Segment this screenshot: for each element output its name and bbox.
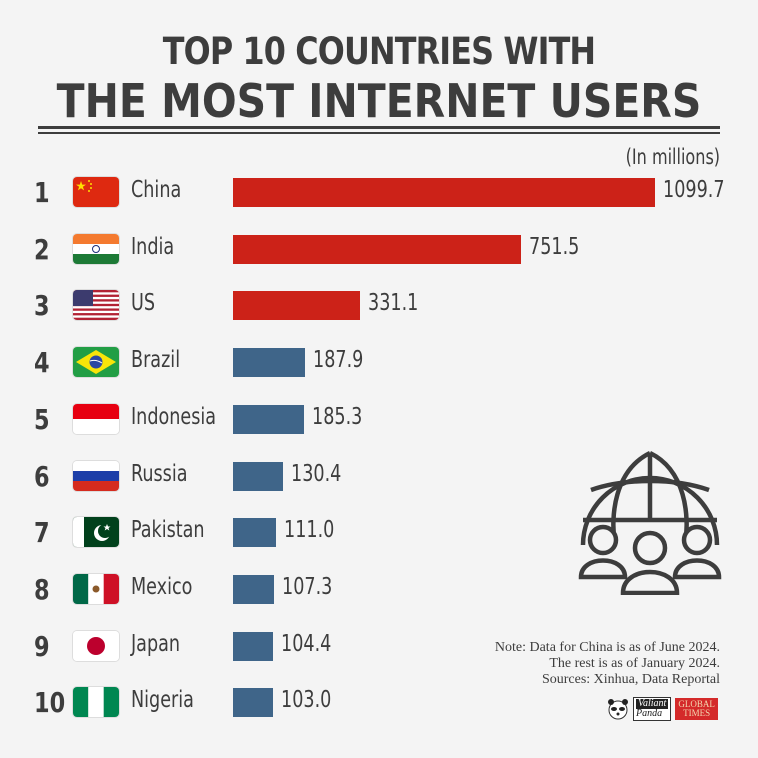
country-name: Brazil xyxy=(131,347,181,374)
panda-icon xyxy=(608,699,628,720)
value-bar xyxy=(233,404,304,434)
table-row: 6 Russia 130.4 xyxy=(0,456,758,496)
note-line-2: The rest is as of January 2024. xyxy=(549,656,720,671)
country-name: Mexico xyxy=(131,573,193,600)
country-name: Nigeria xyxy=(131,687,194,714)
logo2-bottom: TIMES xyxy=(683,708,711,718)
russia-flag-icon xyxy=(73,460,119,491)
value-label: 103.0 xyxy=(281,687,332,714)
value-label: 130.4 xyxy=(291,460,342,487)
rank-number: 8 xyxy=(34,572,50,606)
title-rule-top xyxy=(38,126,720,129)
value-bar xyxy=(233,688,273,718)
units-label: (In millions) xyxy=(625,145,720,169)
logo1-bottom: Panda xyxy=(636,708,663,719)
india-flag-icon xyxy=(73,233,119,264)
value-bar xyxy=(233,631,273,661)
country-name: Pakistan xyxy=(131,517,205,544)
nigeria-flag-icon xyxy=(73,687,119,718)
table-row: 5 Indonesia 185.3 xyxy=(0,399,758,439)
country-name: Indonesia xyxy=(131,403,217,430)
value-label: 331.1 xyxy=(368,290,419,317)
footnote: Note: Data for China is as of June 2024.… xyxy=(495,640,720,688)
rank-number: 9 xyxy=(34,629,50,663)
country-name: US xyxy=(131,290,156,317)
note-line-1: Note: Data for China is as of June 2024. xyxy=(494,640,720,655)
logo2-top: GLOBAL xyxy=(678,699,715,709)
title-line-1: TOP 10 COUNTRIES WITH xyxy=(162,30,596,73)
value-label: 751.5 xyxy=(529,233,580,260)
rank-number: 2 xyxy=(34,232,50,266)
value-bar xyxy=(233,518,276,548)
rank-number: 1 xyxy=(34,176,50,209)
valiant-panda-logo: Valiant Panda xyxy=(633,697,672,721)
value-label: 111.0 xyxy=(284,517,335,544)
rank-number: 5 xyxy=(34,402,50,436)
china-flag-icon xyxy=(73,177,119,207)
country-name: Russia xyxy=(131,460,188,487)
japan-flag-icon xyxy=(73,630,119,661)
value-bar xyxy=(233,461,283,491)
value-label: 104.4 xyxy=(281,630,332,657)
globe-users-icon xyxy=(578,450,722,595)
title-line-2: THE MOST INTERNET USERS xyxy=(56,74,702,128)
pakistan-flag-icon xyxy=(73,517,119,548)
value-label: 107.3 xyxy=(282,573,333,600)
value-bar xyxy=(233,234,521,264)
country-name: Japan xyxy=(131,630,181,657)
value-bar xyxy=(233,574,274,604)
table-row: 2 India 751.5 xyxy=(0,229,758,269)
us-flag-icon xyxy=(73,290,119,321)
value-label: 185.3 xyxy=(312,403,363,430)
brazil-flag-icon xyxy=(73,347,119,378)
logo1-top: Valiant xyxy=(636,698,669,709)
mexico-flag-icon xyxy=(73,573,119,604)
country-name: India xyxy=(131,233,175,260)
table-row: 9 Japan 104.4 xyxy=(0,626,758,666)
table-row: 7 Pakistan 111.0 xyxy=(0,512,758,552)
rank-number: 10 xyxy=(34,686,66,720)
table-row: 3 US 331.1 xyxy=(0,285,758,325)
value-label: 1099.7 xyxy=(663,177,725,203)
global-times-logo: GLOBAL TIMES xyxy=(675,698,718,720)
table-row: 4 Brazil 187.9 xyxy=(0,342,758,382)
logos: Valiant Panda GLOBAL TIMES xyxy=(607,697,718,721)
title-rule-bottom xyxy=(38,132,720,134)
note-line-3: Sources: Xinhua, Data Reportal xyxy=(541,672,720,687)
value-label: 187.9 xyxy=(313,347,364,374)
value-bar xyxy=(233,178,655,207)
indonesia-flag-icon xyxy=(73,403,119,434)
rank-number: 4 xyxy=(34,346,50,380)
value-bar xyxy=(233,291,360,321)
country-name: China xyxy=(131,177,182,203)
rank-number: 6 xyxy=(34,459,50,493)
table-row: 1 China 1099.7 xyxy=(0,172,758,212)
rank-number: 3 xyxy=(34,289,50,323)
table-row: 8 Mexico 107.3 xyxy=(0,569,758,609)
value-bar xyxy=(233,348,305,378)
rank-number: 7 xyxy=(34,516,50,550)
table-row: 10 Nigeria 103.0 xyxy=(0,682,758,722)
